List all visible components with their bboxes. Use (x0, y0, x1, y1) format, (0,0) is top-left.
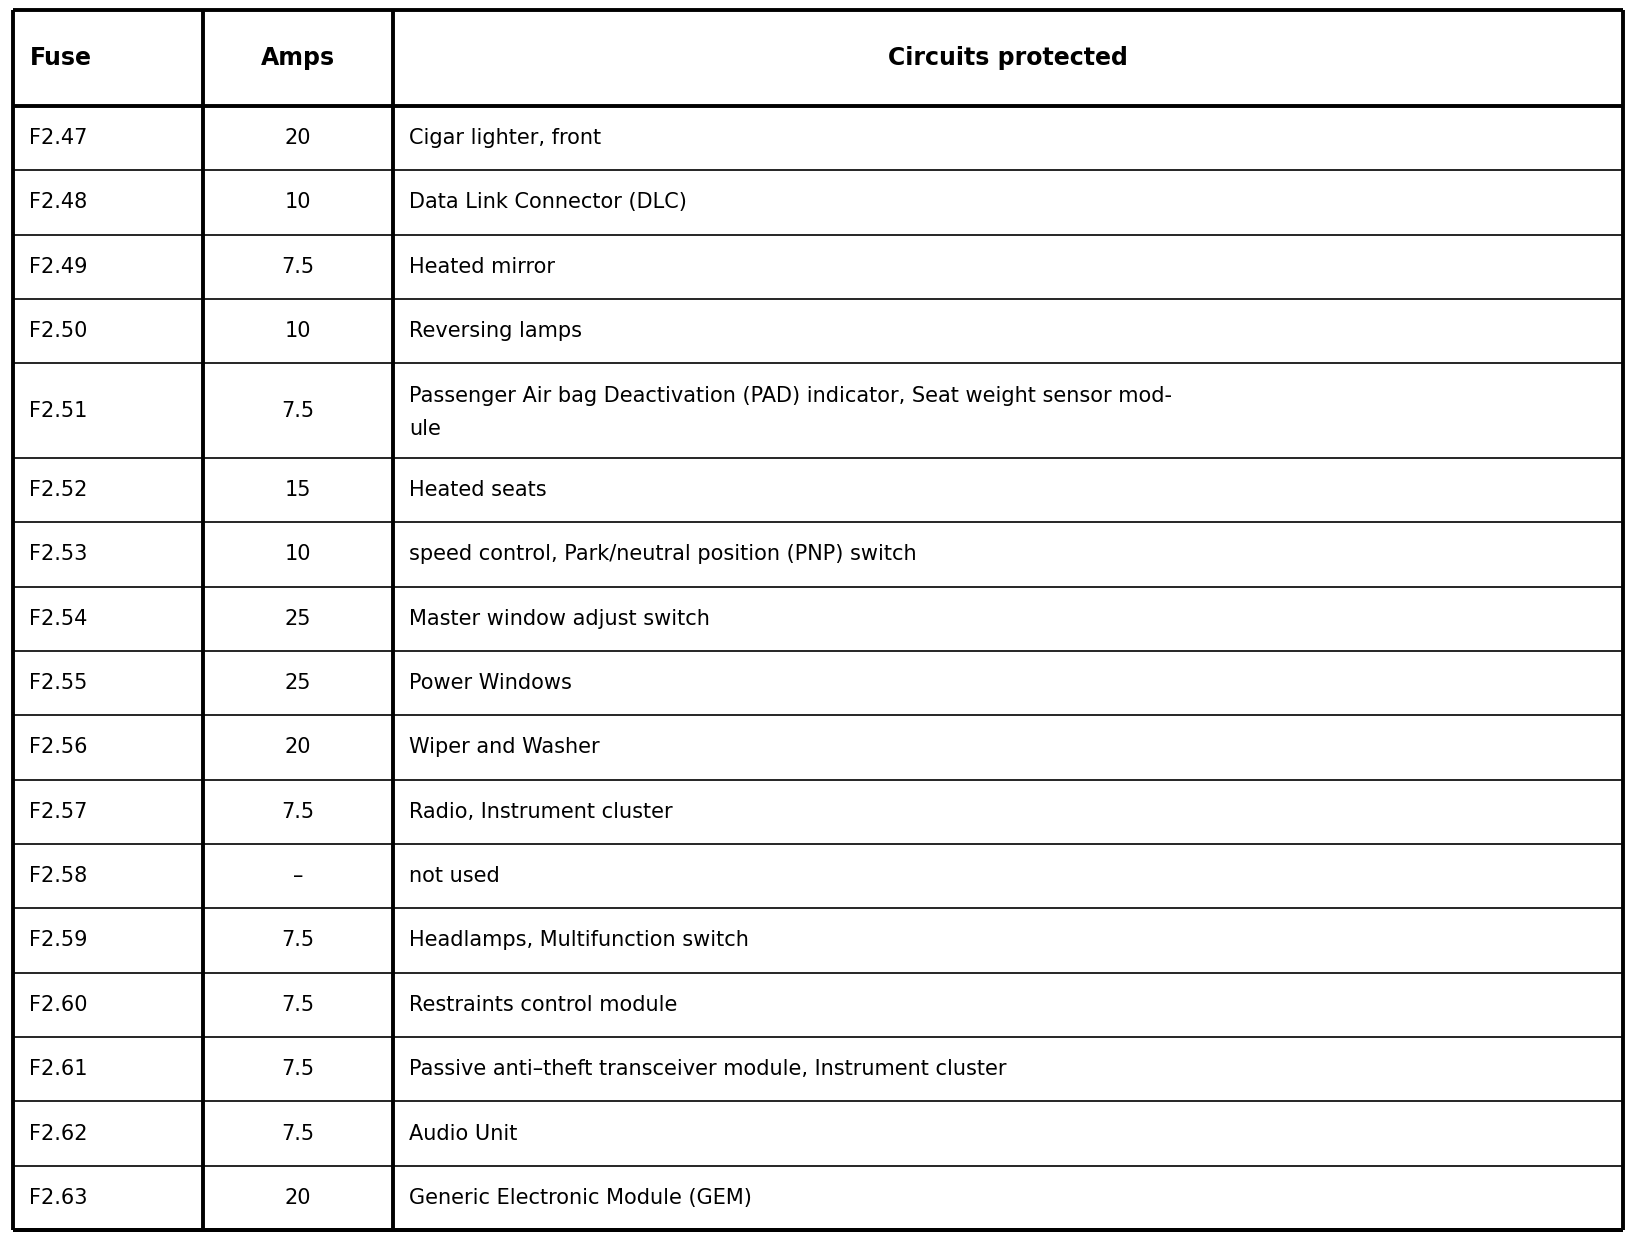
Bar (13, 651, 1623, 715)
Text: ule: ule (409, 419, 442, 439)
Text: Amps: Amps (262, 46, 335, 69)
Text: not used: not used (409, 866, 501, 887)
Text: Reversing lamps: Reversing lamps (409, 321, 582, 341)
Text: Headlamps, Multifunction switch: Headlamps, Multifunction switch (409, 930, 749, 951)
Text: Wiper and Washer: Wiper and Washer (409, 738, 600, 758)
Text: 20: 20 (285, 128, 311, 148)
Text: F2.61: F2.61 (29, 1059, 88, 1079)
Text: F2.51: F2.51 (29, 401, 88, 420)
Text: Passenger Air bag Deactivation (PAD) indicator, Seat weight sensor mod-: Passenger Air bag Deactivation (PAD) ind… (409, 387, 1173, 407)
Text: F2.62: F2.62 (29, 1123, 88, 1143)
Text: 10: 10 (285, 321, 311, 341)
Text: F2.57: F2.57 (29, 802, 88, 822)
Bar (13, 299, 1623, 363)
Text: Fuse: Fuse (29, 46, 92, 69)
Bar (13, 170, 1623, 234)
Text: 7.5: 7.5 (281, 994, 314, 1014)
Text: 25: 25 (285, 673, 311, 693)
Text: F2.47: F2.47 (29, 128, 88, 148)
Text: Passive anti–theft transceiver module, Instrument cluster: Passive anti–theft transceiver module, I… (409, 1059, 1006, 1079)
Bar (13, 10, 1623, 105)
Text: Heated seats: Heated seats (409, 480, 546, 500)
Text: 10: 10 (285, 192, 311, 212)
Text: Power Windows: Power Windows (409, 673, 573, 693)
Bar (13, 105, 1623, 170)
Text: Circuits protected: Circuits protected (888, 46, 1127, 69)
Bar (13, 1166, 1623, 1230)
Bar (13, 587, 1623, 651)
Text: F2.60: F2.60 (29, 994, 88, 1014)
Text: F2.58: F2.58 (29, 866, 88, 887)
Bar (13, 1037, 1623, 1101)
Text: 7.5: 7.5 (281, 257, 314, 277)
Text: F2.48: F2.48 (29, 192, 88, 212)
Text: F2.54: F2.54 (29, 609, 88, 629)
Bar (13, 972, 1623, 1037)
Text: F2.63: F2.63 (29, 1188, 88, 1208)
Text: Radio, Instrument cluster: Radio, Instrument cluster (409, 802, 672, 822)
Text: F2.50: F2.50 (29, 321, 88, 341)
Bar (13, 908, 1623, 972)
Text: 25: 25 (285, 609, 311, 629)
Text: F2.49: F2.49 (29, 257, 88, 277)
Bar (13, 1101, 1623, 1166)
Text: –: – (293, 866, 303, 887)
Bar (13, 234, 1623, 299)
Bar (13, 844, 1623, 908)
Bar (13, 522, 1623, 587)
Bar (13, 458, 1623, 522)
Text: 7.5: 7.5 (281, 401, 314, 420)
Text: 20: 20 (285, 1188, 311, 1208)
Text: 7.5: 7.5 (281, 802, 314, 822)
Text: 10: 10 (285, 544, 311, 564)
Bar (13, 780, 1623, 844)
Text: 7.5: 7.5 (281, 1123, 314, 1143)
Text: Generic Electronic Module (GEM): Generic Electronic Module (GEM) (409, 1188, 753, 1208)
Text: Restraints control module: Restraints control module (409, 994, 677, 1014)
Text: Master window adjust switch: Master window adjust switch (409, 609, 710, 629)
Text: 7.5: 7.5 (281, 1059, 314, 1079)
Bar (13, 363, 1623, 458)
Text: 15: 15 (285, 480, 311, 500)
Text: Audio Unit: Audio Unit (409, 1123, 517, 1143)
Text: F2.52: F2.52 (29, 480, 88, 500)
Text: Cigar lighter, front: Cigar lighter, front (409, 128, 602, 148)
Text: speed control, Park/neutral position (PNP) switch: speed control, Park/neutral position (PN… (409, 544, 918, 564)
Text: Data Link Connector (DLC): Data Link Connector (DLC) (409, 192, 687, 212)
Text: 20: 20 (285, 738, 311, 758)
Bar (13, 715, 1623, 780)
Text: F2.59: F2.59 (29, 930, 88, 951)
Text: F2.53: F2.53 (29, 544, 88, 564)
Text: F2.55: F2.55 (29, 673, 88, 693)
Text: F2.56: F2.56 (29, 738, 88, 758)
Text: Heated mirror: Heated mirror (409, 257, 555, 277)
Text: 7.5: 7.5 (281, 930, 314, 951)
